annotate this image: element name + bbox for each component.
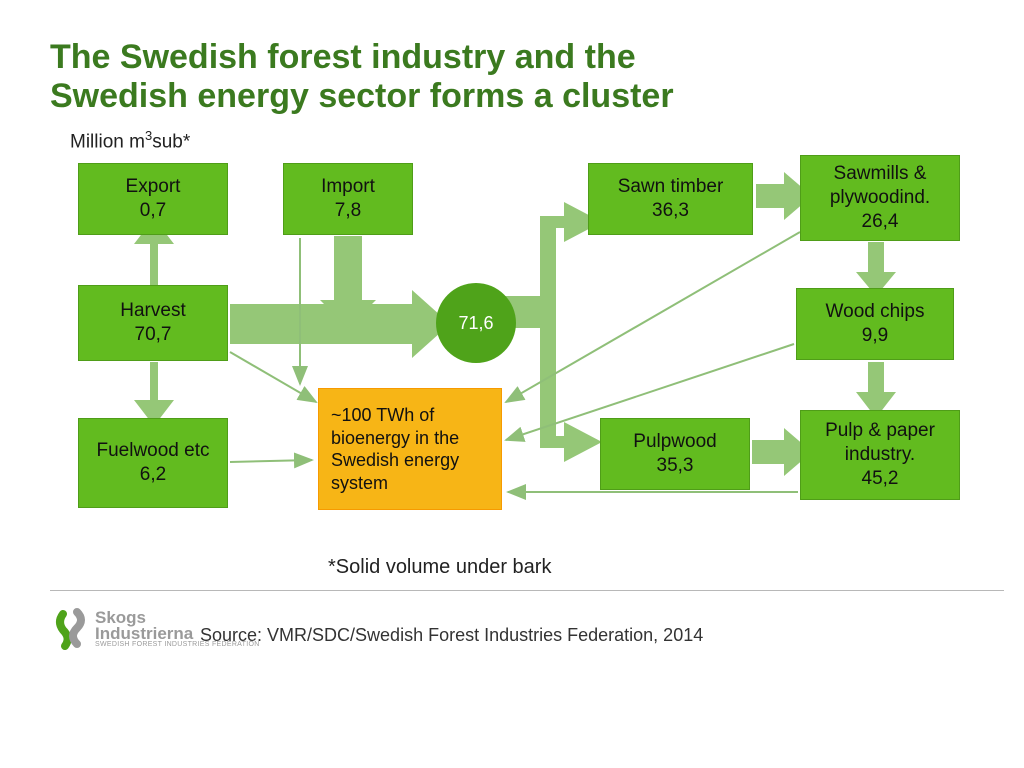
node-bioenergy: ~100 TWh of bioenergy in the Swedish ene… <box>318 388 502 510</box>
node-pulpwood: Pulpwood 35,3 <box>600 418 750 490</box>
source-line: Source: VMR/SDC/Swedish Forest Industrie… <box>200 625 703 646</box>
logo-mark-icon <box>55 608 89 650</box>
node-sawn-timber: Sawn timber 36,3 <box>588 163 753 235</box>
node-harvest: Harvest 70,7 <box>78 285 228 361</box>
node-export: Export 0,7 <box>78 163 228 235</box>
divider <box>50 590 1004 591</box>
node-pulp-paper: Pulp & paper industry. 45,2 <box>800 410 960 500</box>
footnote: *Solid volume under bark <box>328 556 551 579</box>
node-import: Import 7,8 <box>283 163 413 235</box>
node-hub-circle: 71,6 <box>436 283 516 363</box>
diagram-canvas: Export 0,7 Import 7,8 Sawn timber 36,3 S… <box>0 0 1024 768</box>
node-sawmills: Sawmills & plywoodind. 26,4 <box>800 155 960 241</box>
node-fuelwood: Fuelwood etc 6,2 <box>78 418 228 508</box>
node-wood-chips: Wood chips 9,9 <box>796 288 954 360</box>
